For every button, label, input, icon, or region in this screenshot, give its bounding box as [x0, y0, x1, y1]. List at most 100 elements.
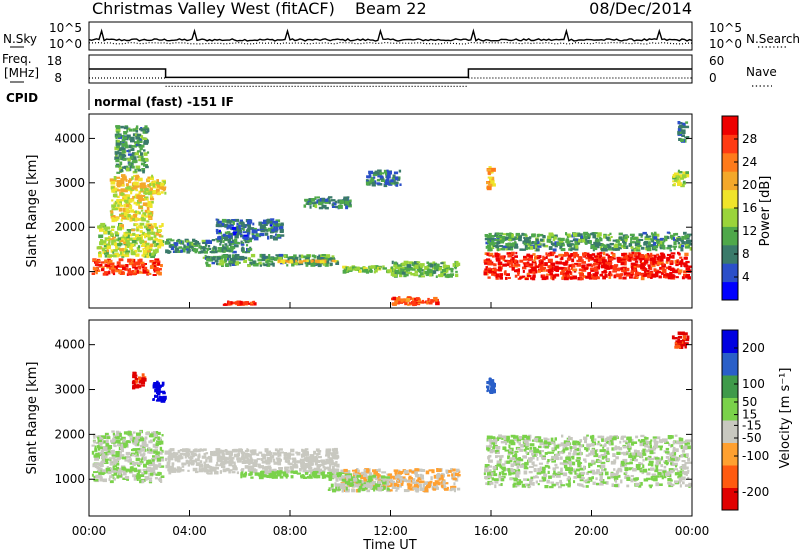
heatmap-cell-14 — [392, 296, 396, 301]
heatmap-cell-15 — [547, 269, 552, 273]
heatmap-cell-15 — [628, 252, 631, 256]
heatmap-cell-0 — [144, 448, 147, 452]
heatmap-cell-17 — [491, 167, 496, 172]
heatmap-cell-15 — [495, 253, 500, 256]
heatmap-cell-3 — [119, 170, 122, 173]
heatmap-cell-7 — [550, 437, 554, 441]
heatmap-cell-15 — [546, 253, 551, 257]
heatmap-cell-1 — [335, 468, 338, 472]
heatmap-cell-1 — [272, 458, 276, 463]
heatmap-cell-8 — [359, 269, 362, 273]
heatmap-cell-15 — [547, 259, 552, 262]
heatmap-cell-18 — [677, 182, 682, 186]
heatmap-cell-1 — [331, 455, 336, 460]
heatmap-cell-15 — [588, 272, 592, 276]
heatmap-cell-1 — [144, 233, 149, 237]
heatmap-cell-15 — [528, 269, 532, 273]
heatmap-cell-16 — [630, 237, 633, 241]
heatmap-cell-2 — [150, 194, 153, 198]
heatmap-cell-1 — [190, 461, 193, 465]
heatmap-cell-1 — [226, 467, 230, 472]
heatmap-cell-6 — [311, 261, 315, 264]
heatmap-cell-6 — [324, 257, 328, 261]
heatmap-cell-1 — [146, 245, 150, 249]
heatmap-cell-5 — [244, 251, 248, 254]
heatmap-cell-10 — [276, 234, 281, 238]
heatmap-cell-2 — [145, 192, 151, 195]
heatmap-cell-16 — [485, 245, 489, 249]
heatmap-cell-0 — [134, 267, 138, 270]
heatmap-cell-15 — [607, 259, 612, 262]
heatmap-cell-3 — [115, 153, 118, 158]
heatmap-cell-0 — [132, 431, 136, 434]
heatmap-cell-15 — [655, 274, 659, 278]
heatmap-cell-15 — [616, 258, 621, 262]
heatmap-cell-0 — [113, 272, 116, 276]
heatmap-cell-2 — [119, 199, 125, 202]
heatmap-cell-10 — [230, 224, 234, 227]
heatmap-cell-1 — [158, 229, 163, 232]
heatmap-cell-15 — [555, 261, 560, 265]
heatmap-cell-0 — [98, 265, 102, 268]
heatmap-cell-1 — [106, 249, 109, 253]
nave-tick-bottom: 0 — [709, 71, 717, 85]
heatmap-cell-15 — [502, 258, 506, 262]
heatmap-cell-15 — [508, 265, 512, 268]
heatmap-cell-3 — [345, 485, 350, 488]
heatmap-cell-11 — [323, 198, 329, 202]
heatmap-cell-2 — [128, 180, 132, 184]
heatmap-cell-10 — [245, 224, 249, 227]
heatmap-cell-12 — [368, 174, 372, 178]
heatmap-cell-4 — [348, 478, 353, 482]
heatmap-cell-1 — [139, 222, 145, 226]
heatmap-cell-3 — [417, 476, 422, 481]
heatmap-cell-15 — [572, 268, 578, 272]
heatmap-cell-2 — [242, 473, 247, 477]
heatmap-cell-0 — [140, 458, 143, 463]
heatmap-cell-15 — [517, 277, 522, 280]
heatmap-cell-15 — [586, 263, 589, 268]
heatmap-cell-3 — [140, 162, 145, 166]
heatmap-cell-10 — [275, 226, 278, 231]
heatmap-cell-11 — [316, 196, 320, 199]
heatmap-cell-15 — [652, 259, 656, 263]
heatmap-cell-0 — [128, 268, 131, 272]
heatmap-cell-1 — [106, 243, 111, 246]
heatmap-cell-15 — [650, 277, 653, 279]
colorbar-tick-label: 20 — [742, 178, 757, 192]
heatmap-cell-15 — [604, 265, 610, 270]
heatmap-cell-6 — [252, 263, 256, 267]
heatmap-cell-2 — [272, 471, 275, 474]
heatmap-cell-1 — [250, 460, 253, 465]
heatmap-cell-1 — [177, 458, 181, 463]
heatmap-cell-16 — [568, 235, 573, 238]
heatmap-cell-0 — [141, 479, 145, 484]
heatmap-cell-2 — [131, 186, 137, 190]
heatmap-cell-15 — [675, 276, 679, 279]
heatmap-cell-0 — [100, 437, 104, 440]
heatmap-cell-15 — [612, 266, 617, 271]
heatmap-cell-1 — [104, 229, 108, 233]
heatmap-cell-7 — [687, 461, 692, 464]
heatmap-cell-16 — [514, 243, 519, 247]
heatmap-cell-16 — [652, 241, 657, 246]
heatmap-cell-15 — [595, 273, 598, 277]
heatmap-cell-1 — [153, 253, 156, 257]
heatmap-cell-5 — [219, 243, 222, 246]
heatmap-cell-15 — [540, 260, 544, 265]
heatmap-cell-1 — [98, 235, 102, 239]
heatmap-cell-16 — [645, 233, 648, 238]
heatmap-cell-1 — [198, 467, 201, 471]
heatmap-cell-4 — [377, 481, 381, 484]
heatmap-cell-1 — [104, 252, 109, 255]
heatmap-cell-9 — [397, 264, 403, 267]
heatmap-cell-0 — [94, 448, 98, 452]
heatmap-cell-0 — [114, 470, 119, 474]
heatmap-cell-0 — [159, 472, 162, 475]
heatmap-cell-16 — [507, 246, 511, 250]
heatmap-cell-0 — [113, 454, 117, 458]
heatmap-cell-1 — [169, 448, 175, 452]
heatmap-cell-10 — [239, 219, 243, 223]
heatmap-cell-3 — [115, 139, 118, 144]
heatmap-cell-1 — [293, 461, 297, 466]
